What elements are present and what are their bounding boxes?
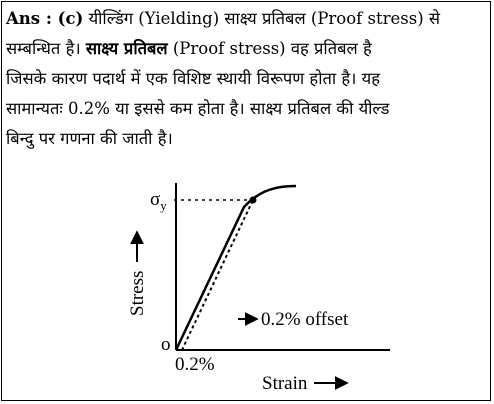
offset-note: 0.2% offset	[261, 309, 349, 330]
offset-tick-label: 0.2%	[175, 354, 215, 375]
sigma-y-label: σy	[150, 189, 167, 213]
x-axis-label: Strain	[262, 373, 308, 394]
answer-text: Ans : (c) यील्डिंग (Yielding) साक्ष्य प्…	[6, 4, 486, 154]
answer-line-5: बिन्दु पर गणना की जाती है।	[6, 129, 173, 148]
answer-line-1: Ans : (c) यील्डिंग (Yielding) साक्ष्य प्…	[6, 4, 486, 34]
answer-line-2: सम्बन्धित है। साक्ष्य प्रतिबल (Proof str…	[6, 34, 486, 64]
answer-line-3: जिसके कारण पदार्थ में एक विशिष्ट स्थायी …	[6, 69, 380, 88]
answer-prefix: Ans : (c)	[6, 9, 84, 28]
answer-line-2a: सम्बन्धित है।	[6, 39, 86, 58]
answer-line-2b: (Proof stress) वह प्रतिबल है	[167, 39, 372, 58]
answer-line-2-bold: साक्ष्य प्रतिबल	[85, 39, 168, 58]
y-axis-label: Stress	[127, 271, 148, 316]
stress-strain-curve	[174, 184, 297, 351]
answer-line-1-text: यील्डिंग (Yielding) साक्ष्य प्रतिबल (Pro…	[83, 9, 441, 28]
yield-point	[249, 196, 257, 204]
answer-line-4: सामान्यतः 0.2% या इससे कम होता है। साक्ष…	[6, 99, 390, 118]
origin-label: o	[161, 334, 171, 355]
offset-line	[181, 199, 254, 351]
